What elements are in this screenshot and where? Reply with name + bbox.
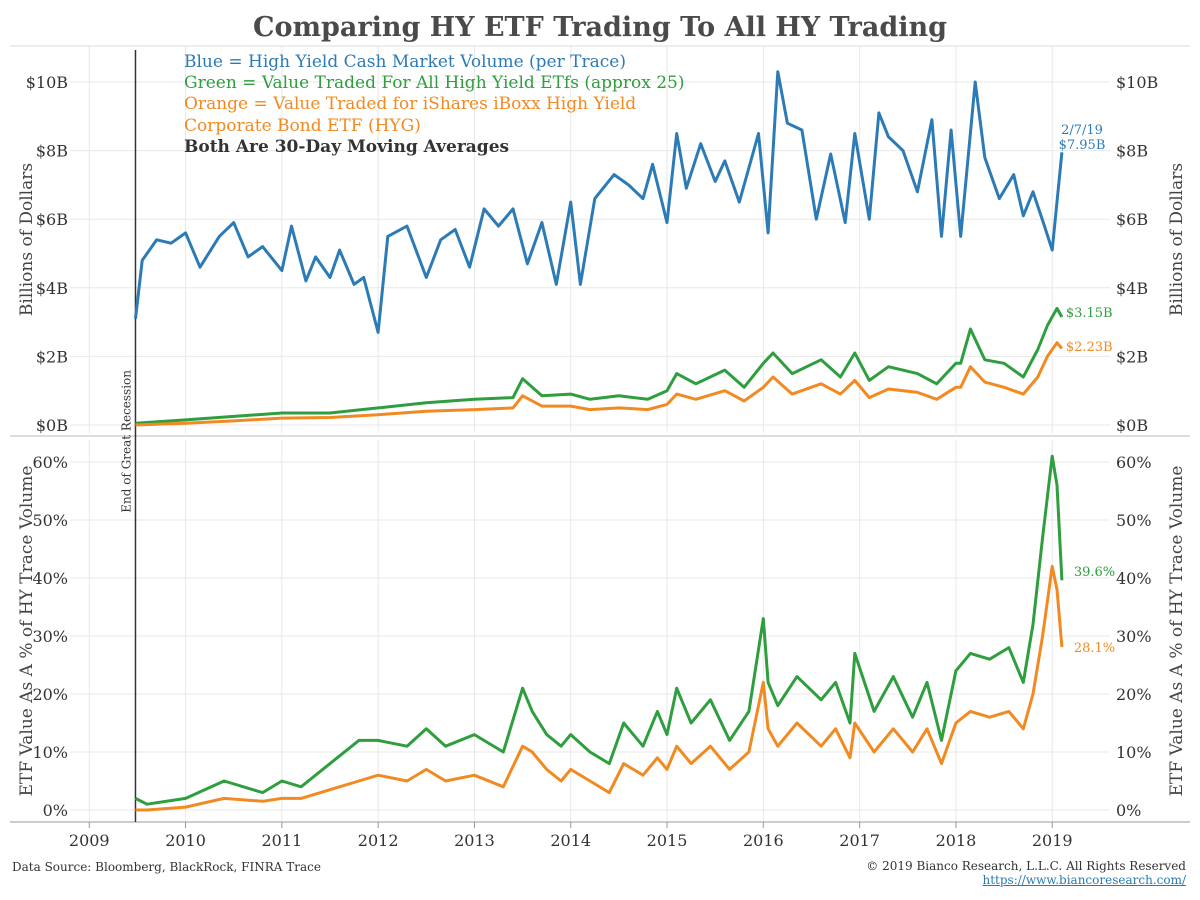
y-tick-label-left: $2B — [36, 347, 68, 366]
y-tick-label-right: 20% — [1116, 685, 1152, 704]
series-layer — [134, 70, 1064, 812]
y-tick-label-right: $6B — [1116, 210, 1148, 229]
data-source: Data Source: Bloomberg, BlackRock, FINRA… — [12, 860, 321, 874]
green-pct-end-label: 39.6% — [1074, 565, 1115, 580]
copyright: © 2019 Bianco Research, L.L.C. All Right… — [866, 859, 1186, 873]
x-tick-label: 2010 — [165, 831, 206, 850]
y-axis-title-right: ETF Value As A % of HY Trace Volume — [1167, 466, 1187, 797]
legend-blue: Blue = High Yield Cash Market Volume (pe… — [184, 52, 626, 72]
chart-title: Comparing HY ETF Trading To All HY Tradi… — [252, 12, 948, 43]
y-tick-label-left: $8B — [36, 142, 68, 161]
blue-end-date-label: 2/7/19 — [1061, 123, 1103, 138]
y-tick-label-right: 10% — [1116, 743, 1152, 762]
legend-green: Green = Value Traded For All High Yield … — [184, 73, 685, 93]
y-tick-label-right: $4B — [1116, 279, 1148, 298]
x-tick-label: 2012 — [358, 831, 399, 850]
orange-pct-end-label: 28.1% — [1074, 641, 1115, 656]
axis-layer: $0B $0B $2B $2B $4B $4B $6B $6B $8B $8B $10B $10B Bi… — [10, 45, 1190, 850]
x-tick-label: 2013 — [454, 831, 495, 850]
x-tick-label: 2009 — [69, 831, 110, 850]
x-tick-label: 2015 — [647, 831, 688, 850]
y-tick-label-left: 0% — [43, 801, 68, 820]
y-tick-label-left: $6B — [36, 210, 68, 229]
y-axis-title-right: Billions of Dollars — [1167, 163, 1187, 316]
y-tick-label-right: 0% — [1116, 801, 1141, 820]
y-tick-label-left: 30% — [32, 627, 68, 646]
x-tick-label: 2016 — [743, 831, 784, 850]
y-tick-label-right: $2B — [1116, 347, 1148, 366]
y-tick-label-right: $10B — [1116, 73, 1158, 92]
label-layer: End of Great Recession 2/7/19$7.95B $3.15B… — [119, 123, 1115, 656]
y-tick-label-right: $8B — [1116, 142, 1148, 161]
y-axis-title-left: Billions of Dollars — [17, 163, 37, 316]
series-line-orange — [135, 341, 1064, 427]
x-tick-label: 2018 — [936, 831, 977, 850]
legend-note: Both Are 30-Day Moving Averages — [184, 137, 510, 157]
y-tick-label-right: 30% — [1116, 627, 1152, 646]
x-tick-label: 2019 — [1032, 831, 1073, 850]
y-tick-label-left: $0B — [36, 416, 68, 435]
series-line-green — [134, 454, 1064, 806]
green-end-value-label: $3.15B — [1066, 306, 1113, 321]
y-tick-label-left: $10B — [26, 73, 68, 92]
blue-end-value-label: $7.95B — [1059, 138, 1106, 153]
y-tick-label-left: $4B — [36, 279, 68, 298]
website-link[interactable]: https://www.biancoresearch.com/ — [982, 873, 1186, 887]
series-line-orange — [135, 564, 1064, 812]
y-tick-label-left: 60% — [32, 453, 68, 472]
y-tick-label-right: 50% — [1116, 511, 1152, 530]
x-tick-label: 2014 — [550, 831, 591, 850]
legend-orange-line1: Orange = Value Traded for iShares iBoxx … — [184, 94, 637, 114]
y-tick-label-right: 40% — [1116, 569, 1152, 588]
x-tick-label: 2011 — [261, 831, 302, 850]
y-tick-label-left: 40% — [32, 569, 68, 588]
y-tick-label-left: 50% — [32, 511, 68, 530]
y-tick-label-left: 20% — [32, 685, 68, 704]
series-line-green — [135, 306, 1064, 425]
legend-orange-line2: Corporate Bond ETF (HYG) — [184, 116, 421, 136]
orange-end-value-label: $2.23B — [1066, 340, 1113, 355]
y-tick-label-right: $0B — [1116, 416, 1148, 435]
series-line-blue — [134, 70, 1064, 334]
y-tick-label-right: 60% — [1116, 453, 1152, 472]
y-tick-label-left: 10% — [32, 743, 68, 762]
recession-label: End of Great Recession — [119, 370, 133, 513]
y-axis-title-left: ETF Value As A % of HY Trace Volume — [17, 466, 37, 797]
x-tick-label: 2017 — [839, 831, 880, 850]
